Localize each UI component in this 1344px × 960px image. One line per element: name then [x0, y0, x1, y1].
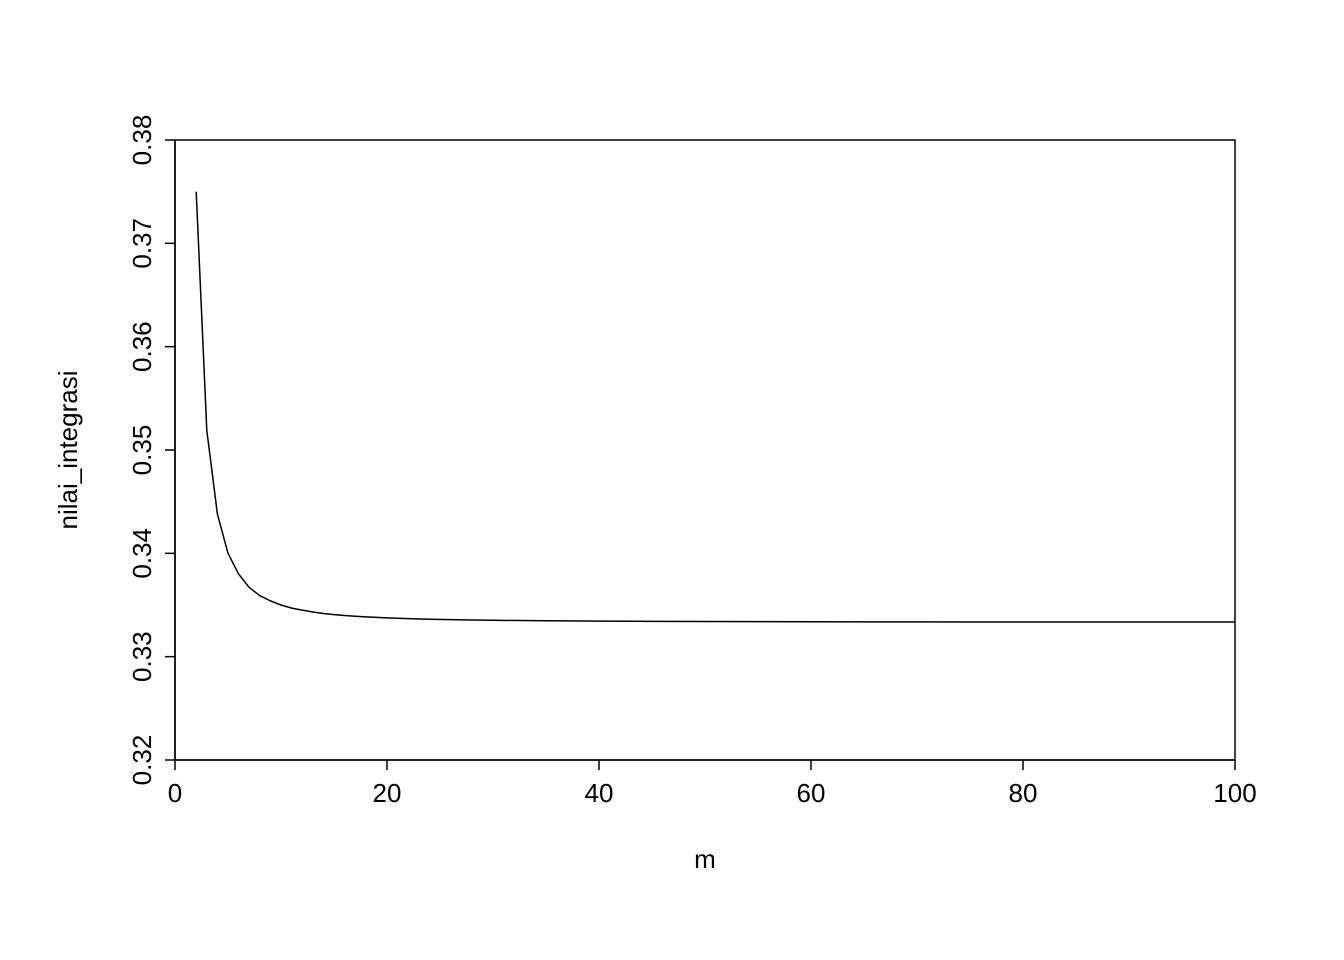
x-tick-label: 100 — [1213, 778, 1256, 808]
chart-container: 0 20 40 60 80 100 0.32 0.33 0.34 0.35 0.36 0.37 0.38… — [0, 0, 1344, 960]
x-tick-label: 80 — [1009, 778, 1038, 808]
y-tick-label: 0.32 — [127, 735, 157, 786]
x-tick-label: 20 — [373, 778, 402, 808]
x-tick-label: 40 — [585, 778, 614, 808]
y-tick-label: 0.38 — [127, 115, 157, 166]
y-tick-label: 0.36 — [127, 321, 157, 372]
y-tick-label: 0.37 — [127, 218, 157, 269]
y-axis-label: nilai_integrasi — [53, 371, 83, 530]
x-tick-label: 0 — [168, 778, 182, 808]
x-axis-label: m — [694, 844, 716, 874]
y-tick-label: 0.33 — [127, 631, 157, 682]
chart-background — [0, 0, 1344, 960]
line-chart: 0 20 40 60 80 100 0.32 0.33 0.34 0.35 0.36 0.37 0.38… — [0, 0, 1344, 960]
x-tick-label: 60 — [797, 778, 826, 808]
y-tick-label: 0.34 — [127, 528, 157, 579]
y-tick-label: 0.35 — [127, 425, 157, 476]
